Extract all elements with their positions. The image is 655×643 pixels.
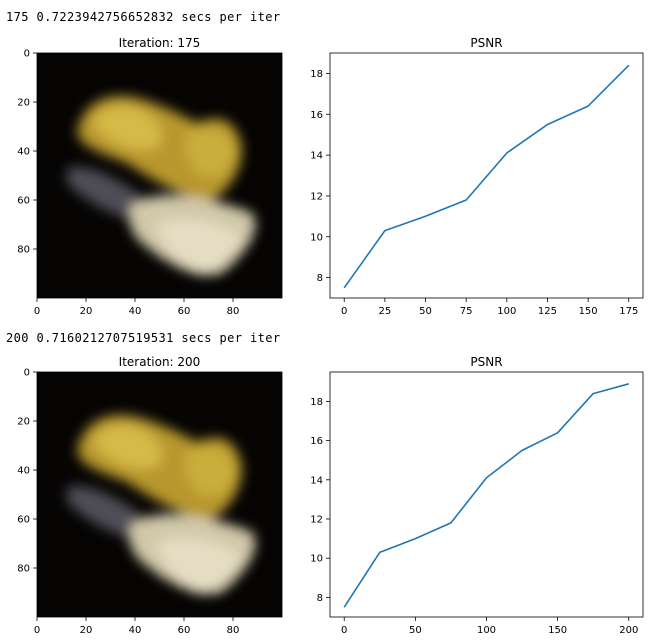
axes-frame [36, 371, 283, 618]
subplot-title: Iteration: 200 [119, 355, 201, 369]
x-tick-label: 40 [129, 625, 142, 636]
subplot-3: PSNR 0 50 100 150 200 8 10 12 14 16 18 [310, 355, 644, 636]
x-tick-label: 20 [80, 625, 93, 636]
y-tick-label: 8 [317, 273, 323, 284]
x-tick-label: 60 [178, 625, 191, 636]
x-tick-label: 150 [579, 306, 598, 317]
x-tick-label: 80 [227, 306, 240, 317]
x-tick-label: 200 [619, 625, 638, 636]
y-tick-label: 0 [24, 49, 30, 60]
x-tick-label: 80 [227, 625, 240, 636]
x-tick-label: 0 [34, 306, 40, 317]
y-tick-label: 40 [17, 466, 30, 477]
y-tick-label: 20 [17, 417, 30, 428]
x-tick-label: 150 [548, 625, 567, 636]
axes-frame [329, 52, 644, 299]
subplot-2: Iteration: 200 0 20 40 60 80 0 20 40 60 80 [17, 355, 283, 636]
y-tick-label: 60 [17, 196, 30, 207]
x-tick-label: 75 [460, 306, 473, 317]
y-tick-label: 18 [310, 397, 323, 408]
y-tick-label: 12 [310, 191, 323, 202]
render-image [37, 53, 282, 298]
y-tick-label: 80 [17, 245, 30, 256]
y-tick-label: 80 [17, 564, 30, 575]
y-tick-label: 8 [317, 593, 323, 604]
x-tick-label: 0 [341, 306, 347, 317]
y-tick-label: 18 [310, 69, 323, 80]
y-tick-label: 10 [310, 232, 323, 243]
x-tick-label: 50 [419, 306, 432, 317]
y-tick-label: 0 [24, 368, 30, 379]
subplot-title: PSNR [470, 36, 502, 50]
iteration-200-log: 200 0.7160212707519531 secs per iter [6, 331, 281, 345]
y-tick-label: 60 [17, 515, 30, 526]
axes-frame [329, 371, 644, 618]
y-tick-label: 16 [310, 110, 323, 121]
y-tick-label: 16 [310, 436, 323, 447]
y-tick-label: 12 [310, 515, 323, 526]
x-tick-label: 40 [129, 306, 142, 317]
subplot-title: Iteration: 175 [119, 36, 201, 50]
y-tick-label: 14 [310, 151, 323, 162]
x-tick-label: 60 [178, 306, 191, 317]
axes-frame [36, 52, 283, 299]
x-tick-label: 20 [80, 306, 93, 317]
y-tick-label: 14 [310, 475, 323, 486]
x-tick-label: 25 [379, 306, 392, 317]
subplot-0: Iteration: 175 0 20 40 60 80 0 20 40 60 80 [17, 36, 283, 317]
subplot-title: PSNR [470, 355, 502, 369]
x-tick-label: 125 [538, 306, 557, 317]
x-tick-label: 0 [34, 625, 40, 636]
y-tick-label: 20 [17, 98, 30, 109]
y-tick-label: 40 [17, 147, 30, 158]
x-tick-label: 0 [341, 625, 347, 636]
x-tick-label: 100 [497, 306, 516, 317]
iteration-175-log: 175 0.7223942756652832 secs per iter [6, 10, 281, 24]
x-tick-label: 175 [619, 306, 638, 317]
render-image [37, 372, 282, 617]
psnr-line [343, 64, 630, 289]
x-tick-label: 50 [409, 625, 422, 636]
x-tick-label: 100 [477, 625, 496, 636]
y-tick-label: 10 [310, 554, 323, 565]
psnr-line [343, 383, 630, 608]
subplot-1: PSNR 0 25 50 75 100 125 150 175 8 10 12 14 16 18 [310, 36, 644, 317]
